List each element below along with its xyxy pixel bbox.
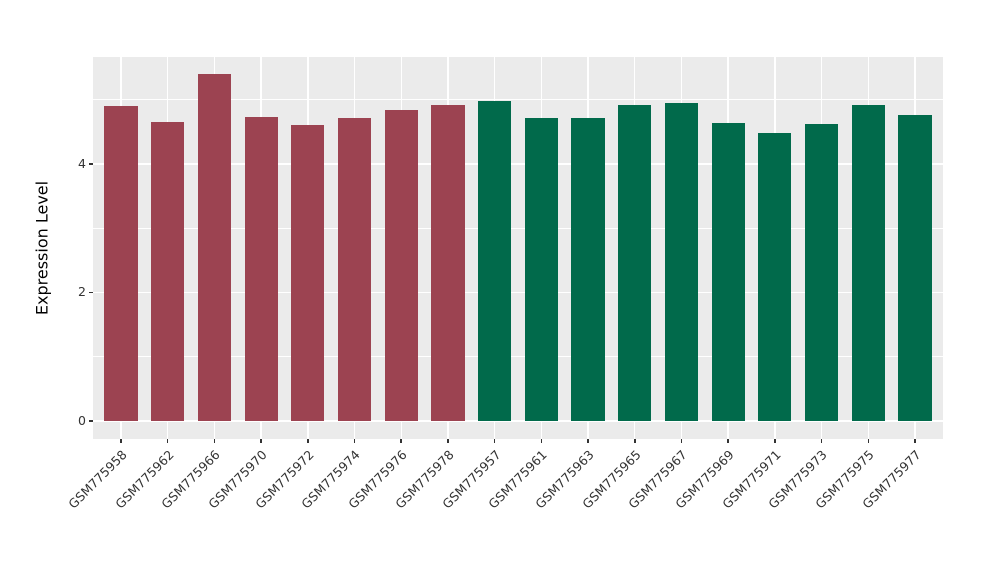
gridline-minor-h — [93, 356, 943, 358]
x-tick — [447, 439, 449, 443]
bar-GSM775961 — [524, 118, 558, 421]
bar-GSM775971 — [758, 132, 792, 421]
y-tick — [89, 420, 93, 422]
x-tick — [727, 439, 729, 443]
x-tick — [353, 439, 356, 443]
bar-GSM775973 — [804, 123, 839, 421]
x-tick — [120, 439, 122, 443]
x-tick — [166, 439, 169, 443]
bar-GSM775974 — [337, 118, 372, 421]
x-tick — [680, 439, 683, 443]
y-tick-label: 2 — [78, 284, 86, 300]
bar-GSM775970 — [244, 116, 278, 421]
x-tick — [867, 439, 870, 443]
gridline-minor-h — [93, 99, 943, 100]
gridline-major-h — [93, 163, 943, 165]
x-tick — [307, 439, 309, 443]
gridline-major-h — [93, 291, 943, 294]
bar-GSM775962 — [151, 121, 185, 421]
y-tick — [89, 163, 93, 165]
x-tick — [634, 439, 636, 443]
bar-GSM775965 — [618, 105, 652, 421]
gridline-major-h — [93, 420, 943, 422]
bar-GSM775976 — [384, 110, 418, 421]
gridline-minor-h — [93, 227, 943, 229]
bar-GSM775967 — [664, 103, 699, 421]
bar-GSM775963 — [571, 118, 605, 421]
y-tick-label: 0 — [78, 413, 86, 429]
y-tick-label: 4 — [78, 155, 86, 171]
x-tick — [260, 439, 262, 443]
bar-GSM775958 — [104, 105, 138, 421]
bar-GSM775957 — [478, 100, 512, 421]
x-tick — [820, 439, 823, 443]
x-tick — [493, 439, 496, 443]
x-tick — [914, 439, 916, 443]
bar-GSM775978 — [431, 105, 465, 421]
bar-GSM775969 — [711, 122, 745, 421]
bar-GSM775977 — [898, 114, 932, 421]
x-tick — [213, 439, 216, 443]
bar-GSM775975 — [851, 104, 885, 421]
x-tick — [400, 439, 402, 443]
y-axis-title-text: Expression Level — [32, 180, 52, 316]
bar-GSM775966 — [197, 73, 231, 421]
x-tick — [587, 439, 589, 443]
chart-panel — [93, 57, 943, 439]
bar-GSM775972 — [291, 125, 325, 421]
y-tick — [89, 291, 93, 294]
x-tick — [540, 439, 543, 443]
x-tick — [774, 439, 776, 443]
